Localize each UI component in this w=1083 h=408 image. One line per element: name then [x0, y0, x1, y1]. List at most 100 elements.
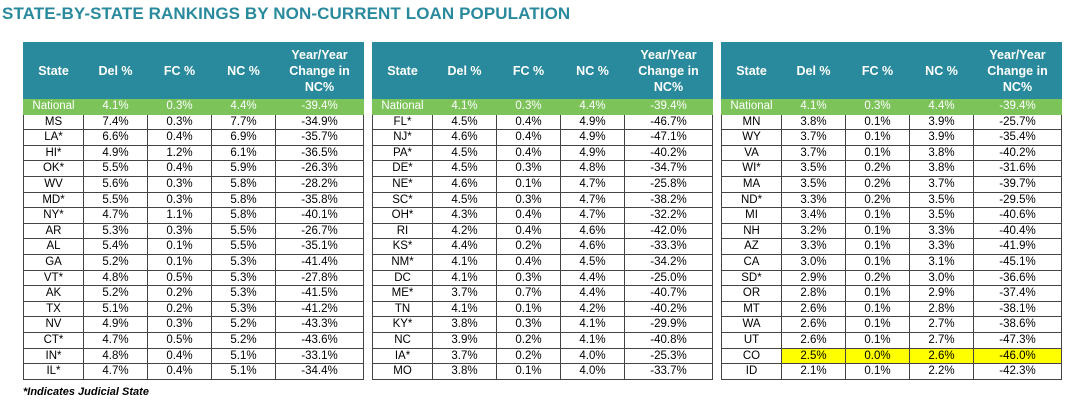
del-cell: 5.1% — [83, 300, 148, 318]
rankings-table-1: State Del % FC % NC % Year/Year Change in NC… — [23, 42, 364, 380]
fc-cell: 0.3% — [496, 191, 561, 209]
fc-cell: 0.1% — [845, 300, 910, 318]
header-row: State Del % FC % NC % Year/Year Change in NC… — [721, 42, 1062, 99]
del-cell: 5.5% — [83, 191, 148, 209]
column-header-del: Del % — [432, 42, 497, 99]
yoy-change-cell: -33.7% — [624, 363, 713, 380]
nc-cell: 3.9% — [909, 129, 974, 146]
yoy-change-cell: -34.2% — [624, 253, 713, 271]
fc-cell: 0.3% — [496, 316, 561, 333]
nc-cell: 5.8% — [211, 191, 276, 209]
table-row: OR 2.8% 0.1% 2.9% -37.4% — [721, 285, 1062, 302]
yoy-change-cell: -43.6% — [275, 331, 364, 349]
nc-cell: 4.5% — [560, 253, 625, 271]
state-cell: KS* — [372, 238, 433, 255]
state-cell: MO — [372, 363, 433, 380]
fc-cell: 0.3% — [147, 222, 212, 240]
nc-cell: 5.5% — [211, 238, 276, 255]
fc-cell: 0.3% — [496, 269, 561, 287]
table-row: HI* 4.9% 1.2% 6.1% -36.5% — [23, 144, 364, 162]
fc-cell: 0.1% — [496, 300, 561, 318]
yoy-change-cell: -41.2% — [275, 300, 364, 318]
del-cell: 4.3% — [432, 207, 497, 224]
table-row: MN 3.8% 0.1% 3.9% -25.7% — [721, 113, 1062, 131]
fc-cell: 0.2% — [147, 300, 212, 318]
state-cell: MA — [721, 175, 782, 193]
table-row: CT* 4.7% 0.5% 5.2% -43.6% — [23, 331, 364, 349]
del-cell: 3.3% — [781, 191, 846, 209]
del-cell: 5.3% — [83, 222, 148, 240]
nc-cell: 3.0% — [909, 269, 974, 287]
yoy-change-cell: -25.8% — [624, 175, 713, 193]
nc-cell: 4.4% — [560, 285, 625, 302]
national-state-cell: National — [372, 98, 433, 115]
national-fc-cell: 0.3% — [147, 98, 212, 115]
fc-cell: 0.1% — [496, 363, 561, 380]
del-cell: 5.4% — [83, 238, 148, 255]
state-cell: WI* — [721, 160, 782, 177]
yoy-change-cell: -40.2% — [624, 144, 713, 162]
fc-cell: 0.4% — [147, 347, 212, 365]
yoy-change-cell: -27.8% — [275, 269, 364, 287]
table-row: MT 2.6% 0.1% 2.8% -38.1% — [721, 300, 1062, 318]
state-cell: NH — [721, 222, 782, 240]
del-cell: 5.5% — [83, 160, 148, 177]
national-row: National 4.1% 0.3% 4.4% -39.4% — [721, 98, 1062, 115]
fc-cell: 0.4% — [147, 160, 212, 177]
state-cell: FL* — [372, 113, 433, 131]
table-row: NC 3.9% 0.2% 4.1% -40.8% — [372, 331, 713, 349]
nc-cell: 2.8% — [909, 300, 974, 318]
table-row: IA* 3.7% 0.2% 4.0% -25.3% — [372, 347, 713, 365]
nc-cell: 4.6% — [560, 222, 625, 240]
yoy-change-cell: -34.7% — [624, 160, 713, 177]
nc-cell: 5.3% — [211, 285, 276, 302]
state-cell: MT — [721, 300, 782, 318]
column-header-yoy-change: Year/Year Change in NC% — [624, 42, 713, 99]
table-row: MD* 5.5% 0.3% 5.8% -35.8% — [23, 191, 364, 209]
nc-cell: 3.3% — [909, 238, 974, 255]
column-header-del: Del % — [83, 42, 148, 99]
fc-cell: 0.3% — [147, 316, 212, 333]
fc-cell: 0.1% — [845, 331, 910, 349]
table-row: NH 3.2% 0.1% 3.3% -40.4% — [721, 222, 1062, 240]
nc-cell: 4.9% — [560, 113, 625, 131]
table-row: AL 5.4% 0.1% 5.5% -35.1% — [23, 238, 364, 255]
fc-cell: 0.1% — [845, 253, 910, 271]
del-cell: 2.6% — [781, 300, 846, 318]
table-row: TN 4.1% 0.1% 4.2% -40.2% — [372, 300, 713, 318]
yoy-change-cell: -40.2% — [973, 144, 1062, 162]
del-cell: 4.8% — [83, 269, 148, 287]
table-row: CA 3.0% 0.1% 3.1% -45.1% — [721, 253, 1062, 271]
fc-cell: 0.4% — [496, 129, 561, 146]
national-yoy-change-cell: -39.4% — [973, 98, 1062, 115]
yoy-change-cell: -32.2% — [624, 207, 713, 224]
del-cell: 5.2% — [83, 285, 148, 302]
fc-cell: 0.5% — [147, 269, 212, 287]
nc-cell: 6.1% — [211, 144, 276, 162]
del-cell: 4.5% — [432, 160, 497, 177]
fc-cell: 0.2% — [845, 191, 910, 209]
column-header-fc: FC % — [147, 42, 212, 99]
fc-cell: 0.1% — [147, 238, 212, 255]
nc-cell: 4.7% — [560, 175, 625, 193]
header-row: State Del % FC % NC % Year/Year Change in NC… — [23, 42, 364, 99]
nc-cell: 5.1% — [211, 363, 276, 380]
fc-cell: 0.3% — [147, 175, 212, 193]
column-header-state: State — [721, 42, 782, 99]
table-row: IL* 4.7% 0.4% 5.1% -34.4% — [23, 363, 364, 380]
yoy-change-cell: -39.7% — [973, 175, 1062, 193]
nc-cell: 5.3% — [211, 253, 276, 271]
page-title: STATE-BY-STATE RANKINGS BY NON-CURRENT L… — [2, 4, 571, 23]
yoy-change-cell: -33.1% — [275, 347, 364, 365]
state-cell: TN — [372, 300, 433, 318]
nc-cell: 2.9% — [909, 285, 974, 302]
state-cell: PA* — [372, 144, 433, 162]
table-row: WV 5.6% 0.3% 5.8% -28.2% — [23, 175, 364, 193]
fc-cell: 0.0% — [845, 347, 910, 365]
national-nc-cell: 4.4% — [560, 98, 625, 115]
table-row: OH* 4.3% 0.4% 4.7% -32.2% — [372, 207, 713, 224]
del-cell: 4.4% — [432, 238, 497, 255]
rankings-table-3: State Del % FC % NC % Year/Year Change in NC… — [721, 42, 1062, 380]
del-cell: 3.8% — [781, 113, 846, 131]
state-cell: CT* — [23, 331, 84, 349]
